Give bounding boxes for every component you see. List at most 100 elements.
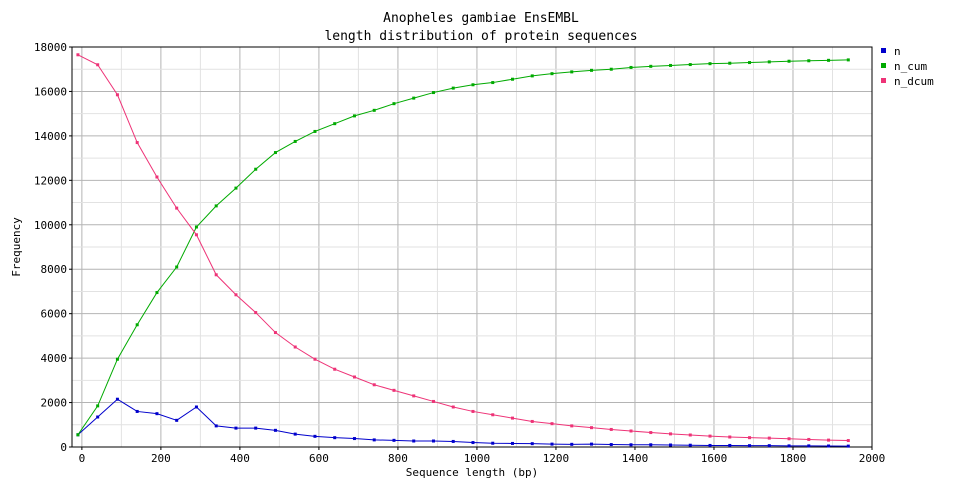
data-point-n (550, 442, 554, 446)
data-point-n-cum (471, 83, 475, 87)
data-point-n-dcum (254, 311, 258, 315)
data-point-n (491, 441, 495, 445)
y-tick-label: 4000 (41, 352, 68, 365)
data-point-n (590, 442, 594, 446)
data-point-n-cum (787, 59, 791, 63)
x-tick-label: 800 (388, 452, 408, 465)
data-point-n (254, 426, 258, 430)
data-point-n (412, 439, 416, 443)
data-point-n-dcum (530, 419, 534, 423)
data-point-n (688, 443, 692, 447)
chart-title: Anopheles gambiae EnsEMBL (383, 11, 579, 26)
x-tick-label: 1800 (780, 452, 807, 465)
legend-swatch-n-cum (881, 63, 886, 68)
data-point-n (510, 441, 514, 445)
data-point-n (115, 397, 119, 401)
x-tick-label: 200 (151, 452, 171, 465)
data-point-n-dcum (333, 367, 337, 371)
data-point-n (629, 443, 633, 447)
data-point-n-cum (234, 186, 238, 190)
data-point-n-dcum (293, 345, 297, 349)
data-point-n-cum (649, 64, 653, 68)
series-line-n-dcum (77, 54, 849, 442)
y-axis-ticks: 0 2000 4000 6000 8000 10000 12000 14000 16000 180… (34, 41, 72, 454)
x-tick-label: 600 (309, 452, 329, 465)
data-point-n-cum (115, 357, 119, 361)
data-point-n-dcum (550, 422, 554, 426)
data-point-n-dcum (194, 233, 198, 237)
data-point-n-dcum (491, 413, 495, 417)
data-point-n-cum (669, 63, 673, 67)
data-point-n-cum (827, 58, 831, 62)
data-point-n (787, 444, 791, 448)
data-point-n-cum (392, 102, 396, 106)
data-point-n-dcum (708, 434, 712, 438)
data-point-n-dcum (313, 357, 317, 361)
data-point-n-cum (194, 225, 198, 229)
data-point-n (669, 443, 673, 447)
y-tick-label: 6000 (41, 308, 68, 321)
data-point-n-dcum (431, 399, 435, 403)
data-point-n-dcum (688, 433, 692, 437)
data-point-n-dcum (175, 206, 179, 210)
data-point-n (333, 436, 337, 440)
data-point-n-cum (214, 204, 218, 208)
data-point-n-cum (313, 129, 317, 133)
legend-swatch-n-dcum (881, 78, 886, 83)
data-point-n-cum (491, 81, 495, 85)
data-point-n (313, 434, 317, 438)
data-point-n-dcum (412, 394, 416, 398)
x-tick-label: 2000 (859, 452, 886, 465)
data-point-n-dcum (629, 429, 633, 433)
x-tick-label: 0 (79, 452, 86, 465)
data-point-n (846, 444, 850, 448)
data-point-n-cum (550, 72, 554, 76)
data-point-n (767, 444, 771, 448)
series-n (76, 397, 850, 448)
x-tick-label: 1000 (464, 452, 491, 465)
data-point-n-cum (708, 62, 712, 66)
data-point-n-dcum (510, 416, 514, 420)
data-point-n (352, 437, 356, 441)
data-point-n (155, 412, 159, 416)
data-point-n (392, 438, 396, 442)
data-point-n (273, 428, 277, 432)
y-tick-label: 14000 (34, 130, 67, 143)
series-line-n-cum (77, 59, 849, 436)
data-point-n-cum (688, 63, 692, 67)
x-axis-title: Sequence length (bp) (406, 466, 538, 479)
y-tick-label: 0 (60, 441, 67, 454)
x-tick-label: 1600 (701, 452, 728, 465)
data-point-n (609, 443, 613, 447)
data-point-n-dcum (807, 437, 811, 441)
data-point-n-dcum (590, 426, 594, 430)
legend-label-n: n (894, 45, 901, 58)
series-n-cum (76, 58, 850, 437)
data-point-n-cum (748, 61, 752, 65)
data-point-n (530, 442, 534, 446)
x-tick-label: 1200 (543, 452, 570, 465)
data-point-n-cum (412, 96, 416, 100)
data-point-n (748, 444, 752, 448)
series-line-n (77, 398, 849, 447)
data-point-n-cum (273, 151, 277, 155)
data-point-n (214, 424, 218, 428)
data-point-n-cum (293, 139, 297, 143)
data-point-n-cum (155, 291, 159, 295)
series-n-dcum (76, 53, 850, 443)
data-point-n-cum (728, 61, 732, 65)
legend-item-n-dcum: n_dcum (881, 75, 934, 88)
y-tick-label: 8000 (41, 263, 68, 276)
data-point-n-cum (609, 67, 613, 71)
data-point-n (96, 415, 100, 419)
data-point-n-dcum (234, 293, 238, 297)
data-point-n-dcum (372, 383, 376, 387)
legend-item-n: n (881, 45, 901, 58)
data-point-n (372, 438, 376, 442)
data-point-n-dcum (115, 93, 119, 97)
y-tick-label: 18000 (34, 41, 67, 54)
data-point-n-cum (96, 404, 100, 408)
data-point-n-cum (135, 323, 139, 327)
data-point-n (451, 439, 455, 443)
data-point-n-cum (76, 433, 80, 437)
